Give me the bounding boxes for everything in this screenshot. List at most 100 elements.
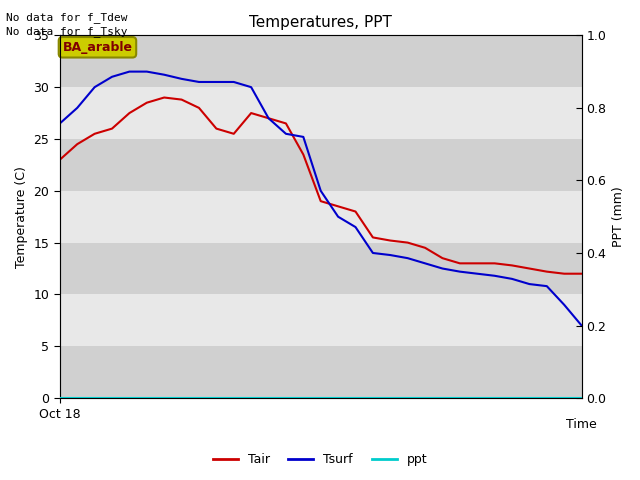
Tsurf xyxy=(543,283,550,289)
ppt xyxy=(561,395,568,401)
ppt xyxy=(74,395,81,401)
Tair xyxy=(108,126,116,132)
Bar xyxy=(60,294,582,346)
ppt xyxy=(195,395,203,401)
ppt xyxy=(91,395,99,401)
Tair xyxy=(125,110,133,116)
Tsurf xyxy=(351,224,359,230)
Tair xyxy=(212,126,220,132)
Bar xyxy=(60,242,582,294)
Tsurf xyxy=(491,273,499,279)
ppt xyxy=(212,395,220,401)
Tsurf xyxy=(143,69,150,74)
ppt xyxy=(508,395,516,401)
Text: No data for f_Tdew: No data for f_Tdew xyxy=(6,12,128,23)
Legend: Tair, Tsurf, ppt: Tair, Tsurf, ppt xyxy=(207,448,433,471)
Tsurf xyxy=(438,265,446,271)
Tsurf xyxy=(317,188,324,193)
Bar xyxy=(60,191,582,242)
Bar xyxy=(60,346,582,398)
Tsurf xyxy=(125,69,133,74)
Text: BA_arable: BA_arable xyxy=(63,41,132,54)
ppt xyxy=(456,395,464,401)
Tsurf xyxy=(56,120,64,126)
Tair xyxy=(561,271,568,276)
ppt xyxy=(351,395,359,401)
ppt xyxy=(230,395,237,401)
Tsurf xyxy=(178,76,186,82)
Tair xyxy=(143,100,150,106)
Tsurf xyxy=(247,84,255,90)
Tair xyxy=(543,269,550,275)
Tsurf xyxy=(265,115,273,121)
ppt xyxy=(578,395,586,401)
Tair xyxy=(74,141,81,147)
Tair xyxy=(178,96,186,102)
Title: Temperatures, PPT: Temperatures, PPT xyxy=(249,15,392,30)
X-axis label: Time: Time xyxy=(566,418,597,431)
Tair xyxy=(578,271,586,276)
ppt xyxy=(56,395,64,401)
Tsurf xyxy=(456,269,464,275)
Tair xyxy=(334,204,342,209)
Tair xyxy=(351,209,359,215)
Y-axis label: Temperature (C): Temperature (C) xyxy=(15,166,28,268)
ppt xyxy=(369,395,377,401)
ppt xyxy=(143,395,150,401)
Tair xyxy=(56,157,64,163)
Tsurf xyxy=(161,72,168,78)
Tair xyxy=(230,131,237,137)
ppt xyxy=(265,395,273,401)
Bar xyxy=(60,36,582,87)
ppt xyxy=(178,395,186,401)
ppt xyxy=(404,395,412,401)
ppt xyxy=(421,395,429,401)
Tair xyxy=(195,105,203,111)
ppt xyxy=(317,395,324,401)
ppt xyxy=(438,395,446,401)
Tair xyxy=(525,265,533,271)
Tair xyxy=(282,120,290,126)
Tair xyxy=(404,240,412,245)
Tsurf xyxy=(421,261,429,266)
Bar xyxy=(60,87,582,139)
Text: No data for f_Tsky: No data for f_Tsky xyxy=(6,26,128,37)
Tsurf xyxy=(561,302,568,308)
Tair xyxy=(456,261,464,266)
ppt xyxy=(387,395,394,401)
Line: Tair: Tair xyxy=(60,97,582,274)
Tair xyxy=(491,261,499,266)
ppt xyxy=(491,395,499,401)
Tsurf xyxy=(91,84,99,90)
Tair xyxy=(369,235,377,240)
Tsurf xyxy=(282,131,290,137)
Tair xyxy=(265,115,273,121)
Tair xyxy=(247,110,255,116)
ppt xyxy=(543,395,550,401)
Tair xyxy=(387,238,394,243)
Tair xyxy=(508,263,516,268)
Tsurf xyxy=(108,74,116,80)
Tair xyxy=(161,95,168,100)
Tsurf xyxy=(387,252,394,258)
Tsurf xyxy=(474,271,481,276)
Tsurf xyxy=(195,79,203,85)
ppt xyxy=(525,395,533,401)
ppt xyxy=(108,395,116,401)
ppt xyxy=(300,395,307,401)
Tair xyxy=(317,198,324,204)
Line: Tsurf: Tsurf xyxy=(60,72,582,325)
ppt xyxy=(474,395,481,401)
Tair xyxy=(474,261,481,266)
Tsurf xyxy=(508,276,516,282)
ppt xyxy=(282,395,290,401)
Tsurf xyxy=(300,134,307,140)
ppt xyxy=(334,395,342,401)
Tsurf xyxy=(578,323,586,328)
Tair xyxy=(91,131,99,137)
Tsurf xyxy=(369,250,377,256)
Tair xyxy=(421,245,429,251)
Tsurf xyxy=(334,214,342,219)
ppt xyxy=(161,395,168,401)
ppt xyxy=(125,395,133,401)
